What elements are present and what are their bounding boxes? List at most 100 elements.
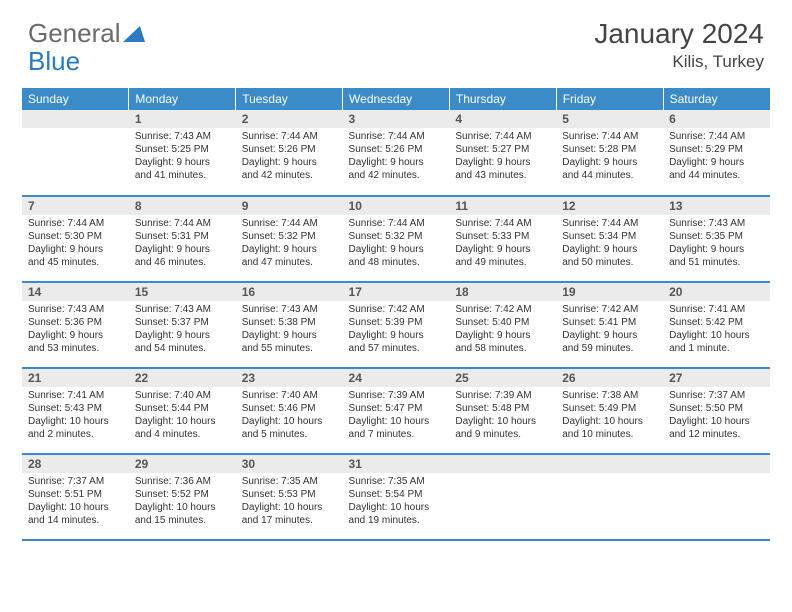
day-number: 27 (663, 369, 770, 387)
sunrise-line: Sunrise: 7:44 AM (242, 130, 337, 143)
day-number: 11 (449, 197, 556, 215)
calendar-cell: 8Sunrise: 7:44 AMSunset: 5:31 PMDaylight… (129, 196, 236, 282)
sunset-line: Sunset: 5:52 PM (135, 488, 230, 501)
sunrise-line: Sunrise: 7:44 AM (562, 217, 657, 230)
day-details: Sunrise: 7:42 AMSunset: 5:41 PMDaylight:… (556, 301, 663, 359)
day-number: 28 (22, 455, 129, 473)
daylight-line: Daylight: 10 hours (562, 415, 657, 428)
day-details: Sunrise: 7:44 AMSunset: 5:32 PMDaylight:… (236, 215, 343, 273)
sunset-line: Sunset: 5:36 PM (28, 316, 123, 329)
sunrise-line: Sunrise: 7:39 AM (349, 389, 444, 402)
calendar-cell: 19Sunrise: 7:42 AMSunset: 5:41 PMDayligh… (556, 282, 663, 368)
day-number-empty (22, 110, 129, 128)
daylight-line: Daylight: 9 hours (669, 156, 764, 169)
daylight-line: and 50 minutes. (562, 256, 657, 269)
day-details: Sunrise: 7:35 AMSunset: 5:54 PMDaylight:… (343, 473, 450, 531)
daylight-line: and 41 minutes. (135, 169, 230, 182)
day-number: 23 (236, 369, 343, 387)
day-details: Sunrise: 7:39 AMSunset: 5:48 PMDaylight:… (449, 387, 556, 445)
sunrise-line: Sunrise: 7:44 AM (562, 130, 657, 143)
daylight-line: Daylight: 10 hours (669, 415, 764, 428)
daylight-line: Daylight: 10 hours (669, 329, 764, 342)
daylight-line: and 48 minutes. (349, 256, 444, 269)
sunset-line: Sunset: 5:51 PM (28, 488, 123, 501)
daylight-line: Daylight: 10 hours (135, 415, 230, 428)
sunrise-line: Sunrise: 7:37 AM (669, 389, 764, 402)
sunset-line: Sunset: 5:34 PM (562, 230, 657, 243)
daylight-line: and 42 minutes. (242, 169, 337, 182)
sunrise-line: Sunrise: 7:43 AM (242, 303, 337, 316)
daylight-line: and 44 minutes. (562, 169, 657, 182)
daylight-line: Daylight: 9 hours (242, 156, 337, 169)
calendar-cell: 5Sunrise: 7:44 AMSunset: 5:28 PMDaylight… (556, 110, 663, 196)
daylight-line: Daylight: 9 hours (28, 243, 123, 256)
sunset-line: Sunset: 5:27 PM (455, 143, 550, 156)
calendar-row: 21Sunrise: 7:41 AMSunset: 5:43 PMDayligh… (22, 368, 770, 454)
day-details: Sunrise: 7:44 AMSunset: 5:27 PMDaylight:… (449, 128, 556, 186)
sunset-line: Sunset: 5:38 PM (242, 316, 337, 329)
daylight-line: Daylight: 9 hours (135, 329, 230, 342)
daylight-line: Daylight: 9 hours (135, 243, 230, 256)
calendar-cell: 13Sunrise: 7:43 AMSunset: 5:35 PMDayligh… (663, 196, 770, 282)
day-number: 14 (22, 283, 129, 301)
sunset-line: Sunset: 5:31 PM (135, 230, 230, 243)
sunrise-line: Sunrise: 7:41 AM (669, 303, 764, 316)
calendar-cell: 27Sunrise: 7:37 AMSunset: 5:50 PMDayligh… (663, 368, 770, 454)
day-number: 30 (236, 455, 343, 473)
day-details: Sunrise: 7:44 AMSunset: 5:28 PMDaylight:… (556, 128, 663, 186)
calendar-cell: 1Sunrise: 7:43 AMSunset: 5:25 PMDaylight… (129, 110, 236, 196)
day-details: Sunrise: 7:41 AMSunset: 5:43 PMDaylight:… (22, 387, 129, 445)
sunset-line: Sunset: 5:35 PM (669, 230, 764, 243)
daylight-line: and 15 minutes. (135, 514, 230, 527)
daylight-line: and 42 minutes. (349, 169, 444, 182)
day-number: 29 (129, 455, 236, 473)
sunrise-line: Sunrise: 7:44 AM (349, 217, 444, 230)
daylight-line: and 55 minutes. (242, 342, 337, 355)
daylight-line: Daylight: 10 hours (349, 415, 444, 428)
calendar-body: 1Sunrise: 7:43 AMSunset: 5:25 PMDaylight… (22, 110, 770, 540)
daylight-line: and 46 minutes. (135, 256, 230, 269)
day-number: 7 (22, 197, 129, 215)
daylight-line: and 59 minutes. (562, 342, 657, 355)
day-details: Sunrise: 7:43 AMSunset: 5:36 PMDaylight:… (22, 301, 129, 359)
daylight-line: Daylight: 9 hours (349, 243, 444, 256)
day-number: 8 (129, 197, 236, 215)
daylight-line: and 47 minutes. (242, 256, 337, 269)
day-number: 18 (449, 283, 556, 301)
day-details: Sunrise: 7:36 AMSunset: 5:52 PMDaylight:… (129, 473, 236, 531)
calendar-cell: 4Sunrise: 7:44 AMSunset: 5:27 PMDaylight… (449, 110, 556, 196)
location-label: Kilis, Turkey (594, 52, 764, 72)
sunrise-line: Sunrise: 7:44 AM (669, 130, 764, 143)
sunset-line: Sunset: 5:53 PM (242, 488, 337, 501)
daylight-line: Daylight: 10 hours (28, 501, 123, 514)
calendar-cell: 15Sunrise: 7:43 AMSunset: 5:37 PMDayligh… (129, 282, 236, 368)
sunrise-line: Sunrise: 7:44 AM (455, 130, 550, 143)
day-details: Sunrise: 7:44 AMSunset: 5:29 PMDaylight:… (663, 128, 770, 186)
calendar-cell: 12Sunrise: 7:44 AMSunset: 5:34 PMDayligh… (556, 196, 663, 282)
sunset-line: Sunset: 5:47 PM (349, 402, 444, 415)
logo-word2: Blue (28, 46, 80, 77)
calendar-cell: 31Sunrise: 7:35 AMSunset: 5:54 PMDayligh… (343, 454, 450, 540)
daylight-line: and 54 minutes. (135, 342, 230, 355)
day-details: Sunrise: 7:44 AMSunset: 5:31 PMDaylight:… (129, 215, 236, 273)
day-details: Sunrise: 7:41 AMSunset: 5:42 PMDaylight:… (663, 301, 770, 359)
day-number: 26 (556, 369, 663, 387)
calendar-table: SundayMondayTuesdayWednesdayThursdayFrid… (22, 88, 770, 541)
day-number: 4 (449, 110, 556, 128)
daylight-line: and 5 minutes. (242, 428, 337, 441)
sunset-line: Sunset: 5:26 PM (349, 143, 444, 156)
sunset-line: Sunset: 5:54 PM (349, 488, 444, 501)
sunset-line: Sunset: 5:44 PM (135, 402, 230, 415)
day-number: 17 (343, 283, 450, 301)
daylight-line: Daylight: 9 hours (135, 156, 230, 169)
daylight-line: Daylight: 10 hours (455, 415, 550, 428)
day-details: Sunrise: 7:42 AMSunset: 5:39 PMDaylight:… (343, 301, 450, 359)
weekday-header: Monday (129, 88, 236, 110)
sunset-line: Sunset: 5:30 PM (28, 230, 123, 243)
daylight-line: and 17 minutes. (242, 514, 337, 527)
daylight-line: and 10 minutes. (562, 428, 657, 441)
weekday-header: Sunday (22, 88, 129, 110)
day-details: Sunrise: 7:43 AMSunset: 5:25 PMDaylight:… (129, 128, 236, 186)
day-number: 2 (236, 110, 343, 128)
sunset-line: Sunset: 5:42 PM (669, 316, 764, 329)
